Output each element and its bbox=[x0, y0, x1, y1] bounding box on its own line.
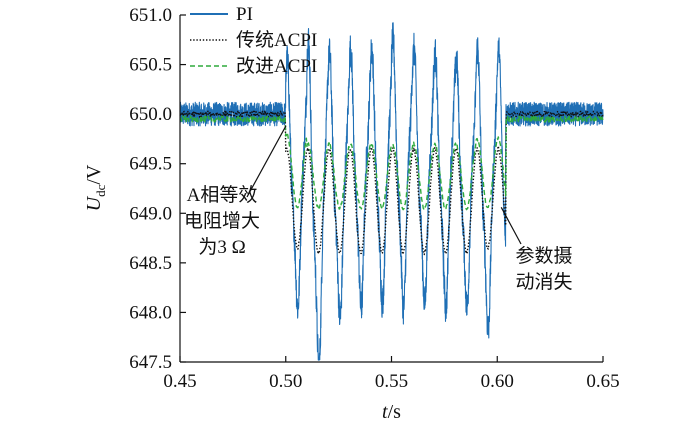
y-tick-label: 651.0 bbox=[129, 5, 172, 26]
y-axis-title: Udc/V bbox=[83, 164, 108, 211]
x-axis-title: t/s bbox=[382, 401, 401, 423]
x-tick-label: 0.60 bbox=[481, 371, 514, 392]
annotation-1-line: A相等效 bbox=[187, 184, 258, 206]
legend-label-3: 改进ACPI bbox=[236, 55, 317, 77]
x-tick-label: 0.65 bbox=[586, 371, 619, 392]
axes-layer: 647.5 648.0 648.5 649.0 649.5 650.0 650.5 651.0… bbox=[83, 5, 620, 423]
legend-label-1: PI bbox=[236, 4, 253, 25]
series-line-2 bbox=[179, 110, 604, 256]
y-tick-label: 648.5 bbox=[129, 253, 172, 274]
y-tick-label: 649.0 bbox=[129, 203, 172, 224]
x-tick-label: 0.45 bbox=[163, 371, 196, 392]
annotation-2-line: 参数摄 bbox=[515, 245, 572, 267]
annotation-2-line: 动消失 bbox=[515, 271, 572, 293]
annotation-arrow-2 bbox=[500, 207, 522, 245]
x-tick-label: 0.50 bbox=[269, 371, 302, 392]
annotation-1-line: 电阻增大 bbox=[184, 210, 260, 232]
series-line-3 bbox=[179, 115, 604, 211]
legend: PI 传统ACPI 改进ACPI bbox=[190, 4, 317, 77]
y-tick-label: 648.0 bbox=[129, 302, 172, 323]
y-tick-label: 647.5 bbox=[129, 352, 172, 373]
y-tick-label: 649.5 bbox=[129, 154, 172, 175]
y-tick-label: 650.0 bbox=[129, 104, 172, 125]
legend-label-2: 传统ACPI bbox=[236, 29, 317, 51]
x-tick-label: 0.55 bbox=[375, 371, 408, 392]
y-tick-label: 650.5 bbox=[129, 55, 172, 76]
data-layer bbox=[179, 22, 604, 361]
annotation-arrow-1 bbox=[246, 125, 287, 198]
series-line-1 bbox=[179, 22, 604, 361]
annotation-1-line: 为3 Ω bbox=[198, 236, 245, 258]
